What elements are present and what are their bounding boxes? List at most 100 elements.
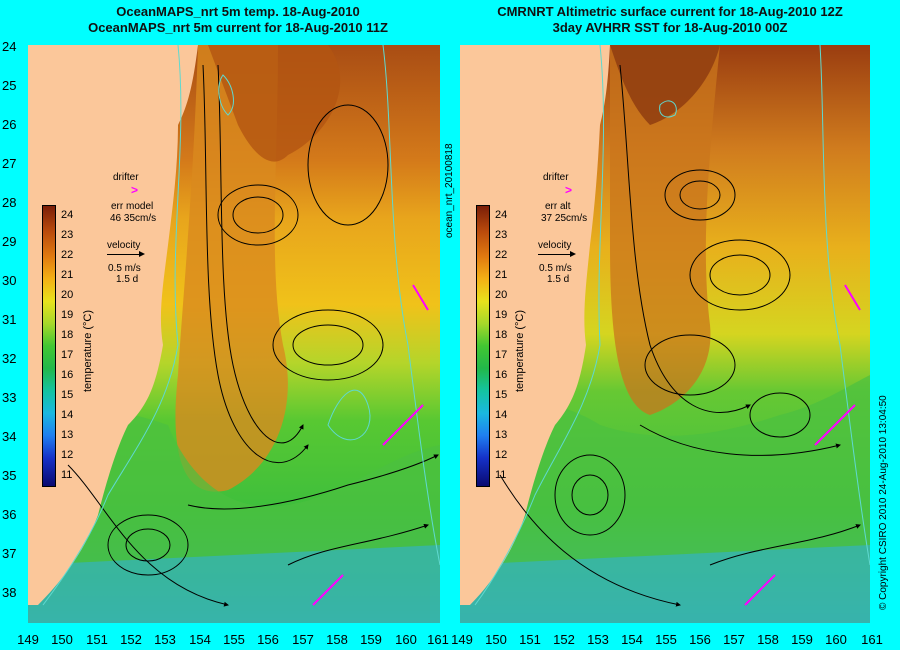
left-title-line1: OceanMAPS_nrt 5m temp. 18-Aug-2010 — [116, 4, 360, 19]
y-tick: 26 — [2, 117, 17, 132]
x-tick: 151 — [86, 632, 108, 647]
left-colorbar — [42, 205, 56, 487]
left-err-value: 46 35cm/s — [110, 213, 157, 224]
colorbar-tick: 13 — [495, 429, 508, 441]
colorbar-tick: 24 — [61, 209, 74, 221]
x-tick: 151 — [519, 632, 541, 647]
colorbar-tick: 16 — [495, 369, 508, 381]
x-tick: 160 — [825, 632, 847, 647]
right-velocity-time: 1.5 d — [547, 274, 570, 285]
x-tick: 155 — [223, 632, 245, 647]
x-tick: 158 — [757, 632, 779, 647]
left-map — [28, 45, 440, 623]
left-err-label: err model — [111, 201, 154, 212]
right-velocity-arrow — [538, 254, 572, 255]
sst-contours — [474, 45, 870, 606]
x-tick: 156 — [257, 632, 279, 647]
y-tick: 24 — [2, 39, 17, 54]
drifter-tracks — [744, 284, 861, 606]
right-err-value: 37 25cm/s — [541, 213, 588, 224]
y-tick: 30 — [2, 273, 17, 288]
left-velocity-arrow — [107, 254, 141, 255]
x-tick: 152 — [553, 632, 575, 647]
colorbar-tick: 19 — [495, 309, 508, 321]
x-tick: 157 — [723, 632, 745, 647]
left-velocity-time: 1.5 d — [116, 274, 139, 285]
colorbar-tick: 11 — [495, 469, 507, 481]
y-tick: 37 — [2, 546, 17, 561]
colorbar-tick: 12 — [495, 449, 508, 461]
x-tick: 156 — [689, 632, 711, 647]
y-tick: 36 — [2, 507, 17, 522]
y-tick: 27 — [2, 156, 17, 171]
right-velocity-value: 0.5 m/s — [539, 263, 572, 274]
colorbar-tick: 20 — [495, 289, 508, 301]
colorbar-tick: 13 — [61, 429, 74, 441]
current-streamlines — [67, 64, 439, 607]
x-tick: 161 — [427, 632, 449, 647]
x-tick: 150 — [51, 632, 73, 647]
run-id-label: ocean_nrt_20100818 — [444, 143, 455, 238]
colorbar-tick: 15 — [61, 389, 74, 401]
right-velocity-arrowhead — [570, 251, 576, 257]
y-tick: 29 — [2, 234, 17, 249]
right-title-line2: 3day AVHRR SST for 18-Aug-2010 00Z — [552, 20, 788, 35]
colorbar-tick: 17 — [495, 349, 508, 361]
right-drifter-label: drifter — [543, 172, 569, 183]
x-tick: 158 — [326, 632, 348, 647]
x-tick: 153 — [154, 632, 176, 647]
colorbar-tick: 19 — [61, 309, 74, 321]
left-velocity-label: velocity — [107, 240, 141, 251]
colorbar-tick: 14 — [495, 409, 508, 421]
colorbar-tick: 16 — [61, 369, 74, 381]
colorbar-tick: 14 — [61, 409, 74, 421]
y-tick: 34 — [2, 429, 17, 444]
colorbar-tick: 12 — [61, 449, 74, 461]
left-title: OceanMAPS_nrt 5m temp. 18-Aug-2010 Ocean… — [28, 4, 448, 36]
x-tick: 154 — [621, 632, 643, 647]
y-tick: 31 — [2, 312, 17, 327]
colorbar-tick: 20 — [61, 289, 74, 301]
left-map-graphic — [28, 45, 440, 623]
colorbar-tick: 21 — [495, 269, 508, 281]
x-tick: 155 — [655, 632, 677, 647]
right-drifter-marker: > — [565, 183, 573, 197]
x-tick: 157 — [292, 632, 314, 647]
right-title: CMRNRT Altimetric surface current for 18… — [460, 4, 880, 36]
colorbar-tick: 22 — [495, 249, 508, 261]
colorbar-tick: 23 — [495, 229, 508, 241]
colorbar-tick: 23 — [61, 229, 74, 241]
right-velocity-label: velocity — [538, 240, 572, 251]
colorbar-tick: 18 — [61, 329, 74, 341]
x-tick: 150 — [485, 632, 507, 647]
colorbar-tick: 11 — [61, 469, 73, 481]
left-colorbar-title: temperature (°C) — [82, 309, 94, 392]
right-title-line1: CMRNRT Altimetric surface current for 18… — [497, 4, 843, 19]
copyright-label: © Copyright CSIRO 2010 24-Aug-2010 13:04… — [878, 395, 889, 610]
y-tick: 35 — [2, 468, 17, 483]
right-colorbar-title: temperature (°C) — [514, 309, 526, 392]
x-tick: 161 — [861, 632, 883, 647]
left-drifter-marker: > — [131, 183, 139, 197]
left-title-line2: OceanMAPS_nrt 5m current for 18-Aug-2010… — [88, 20, 388, 35]
left-drifter-label: drifter — [113, 172, 139, 183]
x-tick: 154 — [189, 632, 211, 647]
sst-contours — [42, 45, 440, 606]
right-map-graphic — [460, 45, 870, 623]
colorbar-tick: 21 — [61, 269, 74, 281]
colorbar-tick: 17 — [61, 349, 74, 361]
colorbar-tick: 18 — [495, 329, 508, 341]
y-tick: 32 — [2, 351, 17, 366]
x-tick: 152 — [120, 632, 142, 647]
x-tick: 153 — [587, 632, 609, 647]
colorbar-tick: 24 — [495, 209, 508, 221]
y-tick: 25 — [2, 78, 17, 93]
colorbar-tick: 15 — [495, 389, 508, 401]
current-streamlines — [499, 64, 861, 607]
x-tick: 149 — [451, 632, 473, 647]
right-map — [460, 45, 870, 623]
y-tick: 33 — [2, 390, 17, 405]
left-velocity-arrowhead — [139, 251, 145, 257]
x-tick: 159 — [791, 632, 813, 647]
right-err-label: err alt — [545, 201, 571, 212]
